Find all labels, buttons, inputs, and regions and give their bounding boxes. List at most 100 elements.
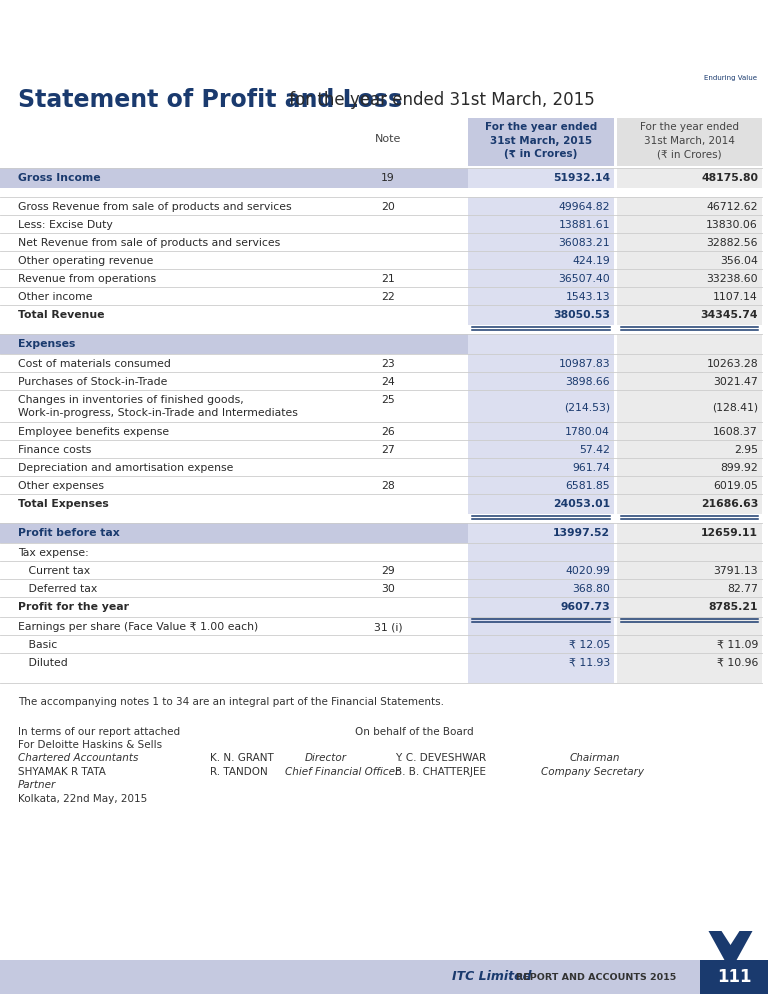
Text: 424.19: 424.19 [572, 256, 610, 266]
Text: Depreciation and amortisation expense: Depreciation and amortisation expense [18, 463, 233, 473]
Text: 19: 19 [381, 173, 395, 183]
Text: In terms of our report attached: In terms of our report attached [18, 727, 180, 737]
Polygon shape [709, 931, 753, 971]
Bar [468, 305, 614, 325]
Text: 12659.11: 12659.11 [701, 528, 758, 538]
Text: 8785.21: 8785.21 [709, 602, 758, 612]
Text: 28: 28 [381, 481, 395, 491]
Bar [0, 523, 468, 543]
Text: K. N. GRANT: K. N. GRANT [210, 753, 273, 763]
Bar [468, 197, 614, 215]
Text: for the year ended 31st March, 2015: for the year ended 31st March, 2015 [284, 91, 594, 109]
Text: Less: Excise Duty: Less: Excise Duty [18, 220, 113, 230]
Text: 111: 111 [717, 968, 751, 986]
Bar [468, 523, 614, 543]
Text: ITC Limited: ITC Limited [452, 970, 531, 983]
Bar [468, 458, 614, 476]
Text: Profit for the year: Profit for the year [18, 602, 129, 612]
Bar [617, 422, 762, 440]
Text: 34345.74: 34345.74 [700, 310, 758, 320]
Text: 36083.21: 36083.21 [558, 238, 610, 248]
Text: 2.95: 2.95 [734, 445, 758, 455]
Text: 30: 30 [381, 584, 395, 594]
Text: ₹ 11.93: ₹ 11.93 [569, 658, 610, 668]
Text: Partner: Partner [18, 780, 56, 790]
Bar [468, 287, 614, 305]
Text: Kolkata, 22nd May, 2015: Kolkata, 22nd May, 2015 [18, 794, 147, 804]
Text: For Deloitte Haskins & Sells: For Deloitte Haskins & Sells [18, 740, 162, 750]
Text: 33238.60: 33238.60 [707, 274, 758, 284]
Text: Earnings per share (Face Value ₹ 1.00 each): Earnings per share (Face Value ₹ 1.00 ea… [18, 622, 258, 632]
Text: 21: 21 [381, 274, 395, 284]
Text: 6581.85: 6581.85 [565, 481, 610, 491]
Bar [468, 215, 614, 233]
Text: 1107.14: 1107.14 [713, 292, 758, 302]
Text: Y. C. DEVESHWAR: Y. C. DEVESHWAR [395, 753, 486, 763]
Text: 22: 22 [381, 292, 395, 302]
Text: The accompanying notes 1 to 34 are an integral part of the Financial Statements.: The accompanying notes 1 to 34 are an in… [18, 697, 444, 707]
Bar [617, 305, 762, 325]
Text: 13997.52: 13997.52 [553, 528, 610, 538]
Bar [617, 354, 762, 372]
Text: Diluted: Diluted [18, 658, 68, 668]
Bar [617, 118, 762, 166]
Text: 31 (i): 31 (i) [374, 622, 402, 632]
Text: Work-in-progress, Stock-in-Trade and Intermediates: Work-in-progress, Stock-in-Trade and Int… [18, 408, 298, 418]
Bar [468, 543, 614, 561]
Bar [468, 390, 614, 422]
Text: Enduring Value: Enduring Value [704, 75, 757, 81]
Bar [468, 635, 614, 653]
Text: For the year ended
31st March, 2014
(₹ in Crores): For the year ended 31st March, 2014 (₹ i… [640, 122, 739, 159]
Polygon shape [721, 931, 740, 945]
Text: Net Revenue from sale of products and services: Net Revenue from sale of products and se… [18, 238, 280, 248]
Text: 23: 23 [381, 359, 395, 369]
Text: 29: 29 [381, 566, 395, 576]
Text: Chartered Accountants: Chartered Accountants [18, 753, 138, 763]
Text: Other income: Other income [18, 292, 92, 302]
Text: 1608.37: 1608.37 [713, 427, 758, 437]
Text: Other expenses: Other expenses [18, 481, 104, 491]
Text: 24: 24 [381, 377, 395, 387]
Text: Purchases of Stock-in-Trade: Purchases of Stock-in-Trade [18, 377, 167, 387]
Text: 49964.82: 49964.82 [558, 202, 610, 212]
Bar [617, 287, 762, 305]
Text: Note: Note [375, 134, 401, 144]
Bar [468, 251, 614, 269]
Text: ₹ 10.96: ₹ 10.96 [717, 658, 758, 668]
Text: 82.77: 82.77 [727, 584, 758, 594]
Text: 3791.13: 3791.13 [713, 566, 758, 576]
Text: 26: 26 [381, 427, 395, 437]
Bar [468, 354, 614, 372]
Text: 13830.06: 13830.06 [707, 220, 758, 230]
Bar [468, 617, 614, 635]
Text: On behalf of the Board: On behalf of the Board [355, 727, 474, 737]
Text: 1780.04: 1780.04 [565, 427, 610, 437]
Text: 899.92: 899.92 [720, 463, 758, 473]
Text: 57.42: 57.42 [579, 445, 610, 455]
Bar [0, 960, 700, 994]
Text: Employee benefits expense: Employee benefits expense [18, 427, 169, 437]
Bar [617, 251, 762, 269]
Bar [617, 390, 762, 422]
Bar [617, 458, 762, 476]
Bar [617, 372, 762, 390]
Bar [617, 561, 762, 579]
Text: 3898.66: 3898.66 [565, 377, 610, 387]
Text: 6019.05: 6019.05 [713, 481, 758, 491]
Bar [617, 476, 762, 494]
Text: 21686.63: 21686.63 [700, 499, 758, 509]
Text: 32882.56: 32882.56 [707, 238, 758, 248]
Bar [468, 653, 614, 671]
Text: 9607.73: 9607.73 [560, 602, 610, 612]
Text: Expenses: Expenses [18, 339, 75, 349]
Text: Finance costs: Finance costs [18, 445, 91, 455]
Bar [617, 543, 762, 561]
Bar [617, 269, 762, 287]
Text: 51932.14: 51932.14 [553, 173, 610, 183]
Bar [617, 671, 762, 683]
Text: ITC: ITC [721, 48, 740, 58]
Bar [617, 334, 762, 354]
Bar [468, 269, 614, 287]
Text: Other operating revenue: Other operating revenue [18, 256, 154, 266]
Text: Company Secretary: Company Secretary [541, 767, 644, 777]
